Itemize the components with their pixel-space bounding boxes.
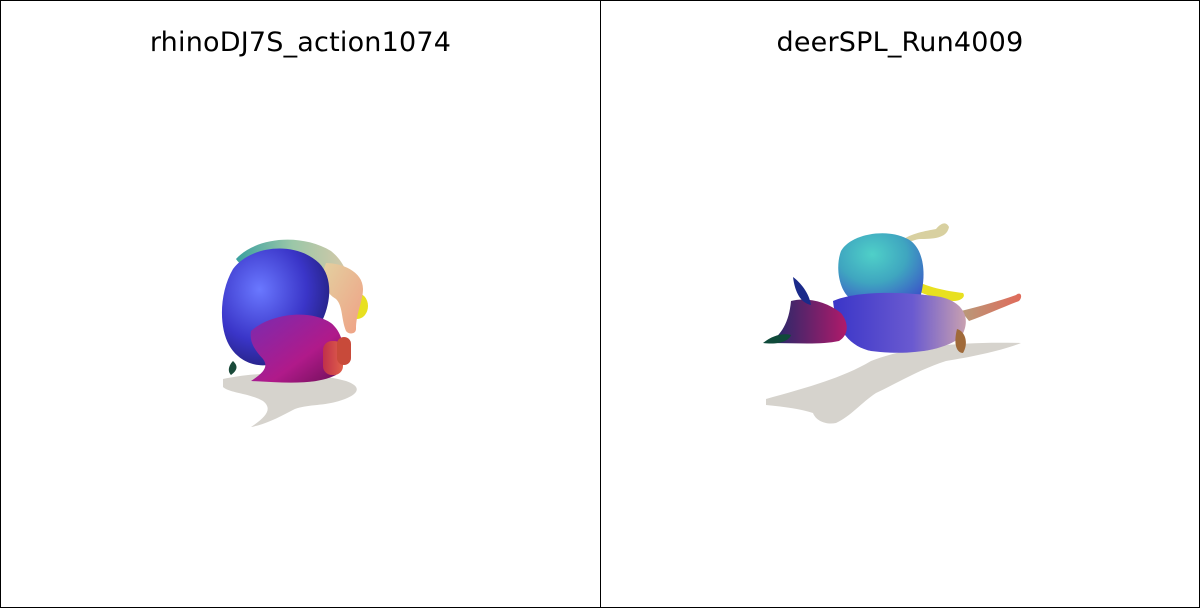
deer-belly (833, 292, 966, 353)
deer-mesh-render (763, 223, 1022, 424)
deer-body (838, 233, 924, 304)
deer-muzzle (763, 334, 791, 344)
panel-rhino: rhinoDJ7S_action1074 (0, 0, 601, 608)
rhino-tail (228, 361, 237, 375)
panel-deer: deerSPL_Run4009 (600, 0, 1200, 608)
rhino-front-leg-2 (337, 337, 351, 365)
deer-shadow (766, 342, 1021, 424)
deer-yellow-leg (911, 279, 964, 301)
rhino-hind-leg (323, 263, 363, 334)
deer-upper-leg (901, 223, 949, 243)
deer-hanging-leg (955, 329, 966, 353)
panel-title-deer: deerSPL_Run4009 (776, 27, 1024, 58)
panel-title-rhino: rhinoDJ7S_action1074 (149, 27, 452, 58)
deer-hind-leg (961, 293, 1022, 321)
rhino-head (250, 314, 344, 383)
rhino-shadow (223, 373, 357, 427)
rhino-mesh-render (221, 239, 368, 427)
deer-head (769, 299, 847, 344)
deer-ear (793, 277, 811, 305)
